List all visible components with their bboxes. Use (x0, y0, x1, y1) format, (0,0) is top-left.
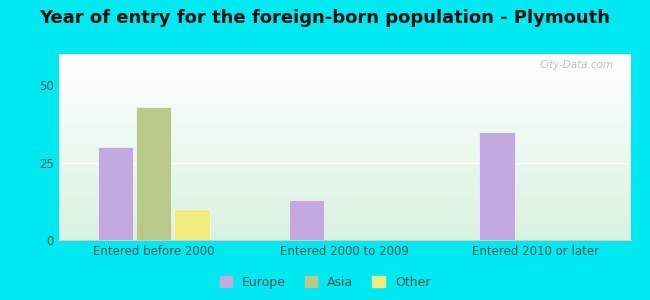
Text: City-Data.com: City-Data.com (540, 60, 614, 70)
Legend: Europe, Asia, Other: Europe, Asia, Other (214, 271, 436, 294)
Bar (289, 200, 324, 240)
Bar (98, 147, 133, 240)
Bar (174, 209, 209, 240)
Bar (480, 131, 515, 240)
Text: Year of entry for the foreign-born population - Plymouth: Year of entry for the foreign-born popul… (40, 9, 610, 27)
Bar (136, 107, 172, 240)
